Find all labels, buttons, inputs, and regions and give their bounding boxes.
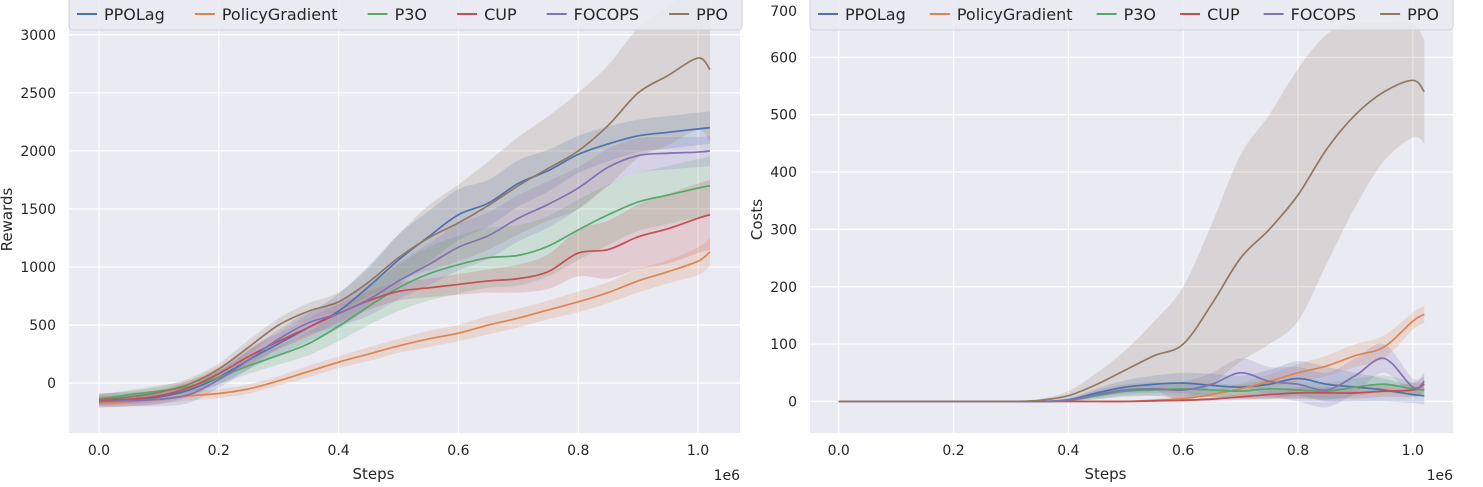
x-tick-label: 0.6 <box>1172 443 1194 459</box>
series-group <box>838 21 1425 408</box>
series-group <box>98 0 711 408</box>
series-line-cup <box>98 213 711 402</box>
series-band-focops <box>838 343 1425 408</box>
plot-area <box>810 0 1453 433</box>
y-tick-label: 0 <box>788 394 797 410</box>
x-tick-label: 0.0 <box>88 443 110 459</box>
x-tick-label: 0.0 <box>828 443 850 459</box>
legend-entry-focops: FOCOPS <box>546 5 639 24</box>
y-tick-label: 2500 <box>20 86 56 102</box>
legend: PPOLag PolicyGradient P3O CUP FOCOPS PPO <box>809 0 1454 31</box>
y-tick-label: 400 <box>770 165 797 181</box>
chart-panel-1: 0.0 0.2 0.4 0.6 0.8 1.0 0 500 1000 1500 2000 2500 30… <box>0 0 743 484</box>
legend-entry-cup: CUP <box>1180 5 1240 24</box>
legend-label: FOCOPS <box>574 5 639 24</box>
series-band-p3o <box>98 156 711 404</box>
legend-entry-ppo: PPO <box>669 5 728 24</box>
legend-label: PPO <box>1407 5 1439 24</box>
legend-entry-policygradient: PolicyGradient <box>194 5 338 24</box>
x-tick-label: 0.2 <box>208 443 230 459</box>
x-tick-label: 0.6 <box>447 443 469 459</box>
legend-entry-focops: FOCOPS <box>1263 5 1356 24</box>
y-tick-label: 100 <box>770 337 797 353</box>
y-tick-label: 600 <box>770 50 797 66</box>
x-tick-label: 0.8 <box>567 443 589 459</box>
y-tick-label: 0 <box>47 376 56 392</box>
y-tick-label: 3000 <box>20 28 56 44</box>
legend-label: CUP <box>484 5 517 24</box>
series-band-ppo <box>98 0 711 406</box>
legend-label: P3O <box>1124 5 1156 24</box>
legend: PPOLag PolicyGradient P3O CUP FOCOPS PPO <box>68 0 743 31</box>
x-tick-label: 1.0 <box>1402 443 1424 459</box>
x-tick-label: 0.4 <box>327 443 349 459</box>
series-line-ppo <box>98 57 711 401</box>
series-line-focops <box>98 150 711 403</box>
legend-label: PolicyGradient <box>222 5 338 24</box>
legend-label: CUP <box>1207 5 1240 24</box>
legend-entry-ppolag: PPOLag <box>818 5 906 24</box>
chart-panel-2: 0.0 0.2 0.4 0.6 0.8 1.0 0 100 200 300 400 500 600 700… <box>748 0 1454 484</box>
series-band-focops <box>98 135 711 407</box>
plot-area <box>69 0 740 433</box>
legend-label: FOCOPS <box>1291 5 1356 24</box>
legend-label: PPO <box>696 5 728 24</box>
y-tick-label: 2000 <box>20 144 56 160</box>
x-tick-label: 0.8 <box>1287 443 1309 459</box>
y-tick-label: 200 <box>770 280 797 296</box>
x-tick-label: 1.0 <box>687 443 709 459</box>
x-tick-label: 0.4 <box>1057 443 1079 459</box>
legend-entry-policygradient: PolicyGradient <box>929 5 1073 24</box>
x-offset-label: 1e6 <box>1427 468 1454 483</box>
series-band-ppo <box>838 21 1425 402</box>
legend-entry-ppo: PPO <box>1380 5 1439 24</box>
legend-label: PolicyGradient <box>957 5 1073 24</box>
x-tick-label: 0.2 <box>942 443 964 459</box>
series-band-cup <box>838 375 1425 402</box>
legend-box <box>809 0 1454 31</box>
legend-entry-p3o: P3O <box>367 5 427 24</box>
x-axis-label: Steps <box>353 465 395 483</box>
y-tick-label: 300 <box>770 222 797 238</box>
y-tick-label: 1500 <box>20 202 56 218</box>
y-tick-label: 500 <box>29 318 56 334</box>
series-line-ppo <box>838 79 1425 403</box>
y-tick-label: 500 <box>770 108 797 124</box>
y-axis-label: Rewards <box>0 187 16 251</box>
series-band-ppolag <box>98 111 711 408</box>
legend-box <box>68 0 743 31</box>
legend-label: P3O <box>395 5 427 24</box>
legend-entry-ppolag: PPOLag <box>77 5 165 24</box>
legend-label: PPOLag <box>845 5 906 24</box>
legend-label: PPOLag <box>104 5 165 24</box>
x-axis-label: Steps <box>1085 465 1127 483</box>
legend-entry-p3o: P3O <box>1096 5 1156 24</box>
y-tick-label: 1000 <box>20 260 56 276</box>
y-axis-label: Costs <box>748 199 766 240</box>
legend-entry-cup: CUP <box>457 5 517 24</box>
y-tick-label: 700 <box>770 4 797 20</box>
series-band-cup <box>98 179 711 406</box>
series-line-p3o <box>98 184 711 401</box>
x-offset-label: 1e6 <box>714 468 741 483</box>
series-line-policygradient <box>98 251 711 404</box>
